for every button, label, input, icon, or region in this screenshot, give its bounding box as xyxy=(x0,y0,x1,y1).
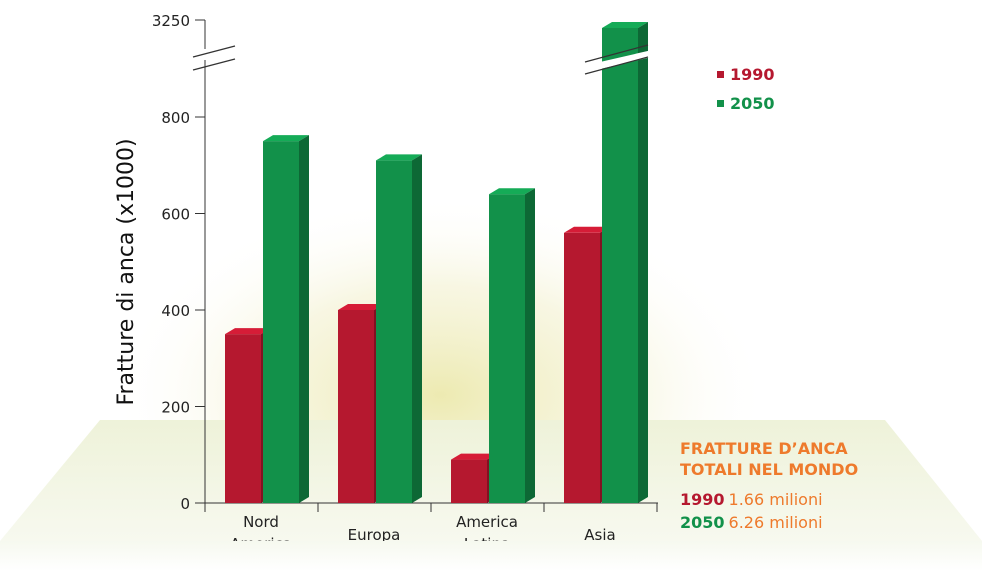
bar-front xyxy=(225,334,261,503)
bar-top xyxy=(489,188,535,195)
bar-2050-2 xyxy=(489,188,535,503)
y-tick-label: 200 xyxy=(161,399,190,417)
bottom-fade xyxy=(0,541,982,571)
x-category-label-line: America xyxy=(456,513,518,531)
legend-label: 2050 xyxy=(730,94,775,113)
axis-break-mark xyxy=(584,56,649,75)
x-category-label: Europa xyxy=(348,526,401,544)
totals-row-2050: 2050 6.26 milioni xyxy=(680,511,970,534)
axis-break-mark xyxy=(192,58,236,71)
bar-top xyxy=(451,453,497,460)
bar-top xyxy=(225,328,271,335)
bar-top xyxy=(602,22,648,28)
legend-swatch xyxy=(717,100,724,107)
bar-side xyxy=(638,22,648,503)
totals-value: 6.26 milioni xyxy=(728,513,823,532)
legend-label: 1990 xyxy=(730,65,775,84)
legend-swatch xyxy=(717,71,724,78)
y-tick-label: 800 xyxy=(161,109,190,127)
totals-value: 1.66 milioni xyxy=(728,490,823,509)
y-tick-label: 400 xyxy=(161,302,190,320)
bar-front xyxy=(602,28,638,503)
totals-row-1990: 1990 1.66 milioni xyxy=(680,488,970,511)
axis-break-mark xyxy=(192,45,236,58)
totals-panel: FRATTURE D’ANCA TOTALI NEL MONDO 1990 1.6… xyxy=(680,438,970,534)
bar-top xyxy=(376,154,422,161)
totals-title-line2: TOTALI NEL MONDO xyxy=(680,460,859,479)
y-axis-title: Fratture di anca (x1000) xyxy=(114,138,139,405)
bar-top xyxy=(338,304,384,310)
bar-side xyxy=(299,135,309,503)
bar-2050-1 xyxy=(376,154,422,504)
bar-front xyxy=(376,160,412,504)
y-tick-label: 3250 xyxy=(152,12,190,30)
y-tick-label: 600 xyxy=(161,206,190,224)
bar-break-gap xyxy=(600,50,652,69)
bar-side xyxy=(412,154,422,504)
bar-2050-0 xyxy=(263,135,309,503)
bar-front xyxy=(564,232,600,504)
bar-2050-3 xyxy=(584,22,652,503)
totals-title-line1: FRATTURE D’ANCA xyxy=(680,439,848,458)
x-category-label-line: Nord xyxy=(243,513,279,531)
bar-front xyxy=(451,459,487,503)
bar-top xyxy=(564,226,610,233)
bar-front xyxy=(263,141,299,503)
x-category-label: Asia xyxy=(584,526,615,544)
bar-front xyxy=(489,194,525,503)
bar-top xyxy=(263,135,309,142)
y-tick-label: 0 xyxy=(180,495,190,513)
bar-front xyxy=(338,310,374,503)
bar-side xyxy=(525,188,535,503)
totals-year: 2050 xyxy=(680,513,725,532)
axis-break-mark xyxy=(584,44,649,63)
totals-year: 1990 xyxy=(680,490,725,509)
